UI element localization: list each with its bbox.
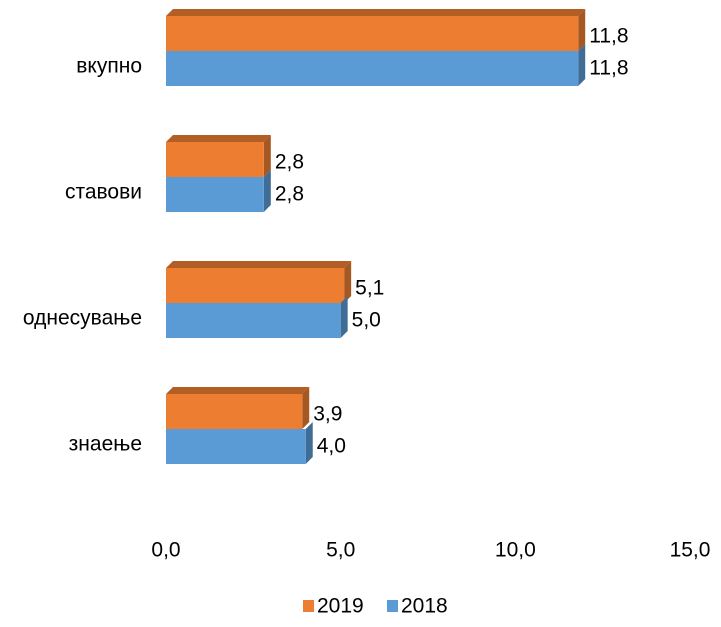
bar-side-face <box>344 261 352 303</box>
bar-side-face <box>340 296 348 338</box>
bar-side-face <box>305 422 313 464</box>
legend-swatch <box>303 600 314 612</box>
bar <box>166 9 586 51</box>
bar <box>166 422 313 464</box>
data-label: 2,8 <box>275 183 304 206</box>
bar <box>166 135 271 177</box>
y-tick-label: ставови <box>65 181 142 204</box>
data-label: 3,9 <box>313 403 342 426</box>
bar-face <box>166 142 264 177</box>
data-label: 4,0 <box>317 435 346 458</box>
bar-face <box>166 177 264 212</box>
bar <box>166 44 586 86</box>
y-tick-label: однесување <box>23 307 142 330</box>
bar <box>166 261 352 303</box>
legend-label: 2019 <box>317 595 364 618</box>
data-label: 2,8 <box>275 151 304 174</box>
bar <box>166 170 271 212</box>
bar-face <box>166 16 579 51</box>
bar-face <box>166 51 579 86</box>
data-label: 11,8 <box>589 25 628 48</box>
x-tick-label: 10,0 <box>495 539 536 562</box>
bar-face <box>166 268 345 303</box>
data-label: 5,1 <box>355 277 384 300</box>
bar-face <box>166 429 306 464</box>
bar-side-face <box>263 135 271 177</box>
data-label: 5,0 <box>352 309 381 332</box>
y-tick-label: вкупно <box>76 55 142 78</box>
bar-side-face <box>578 9 586 51</box>
bar-side-face <box>302 387 310 429</box>
bar-top-face <box>166 135 271 142</box>
bar-top-face <box>166 387 310 394</box>
x-tick-label: 0,0 <box>151 539 180 562</box>
bar-face <box>166 303 341 338</box>
legend-label: 2018 <box>401 595 448 618</box>
bar-side-face <box>263 170 271 212</box>
y-tick-label: знаење <box>69 433 142 456</box>
data-label: 11,8 <box>589 57 628 80</box>
x-tick-label: 5,0 <box>326 539 355 562</box>
bar-top-face <box>166 9 586 16</box>
bar-top-face <box>166 261 352 268</box>
x-tick-label: 15,0 <box>670 539 711 562</box>
legend-swatch <box>387 600 398 612</box>
bar <box>166 387 310 429</box>
bar <box>166 296 348 338</box>
bar-face <box>166 394 303 429</box>
bar-side-face <box>578 44 586 86</box>
